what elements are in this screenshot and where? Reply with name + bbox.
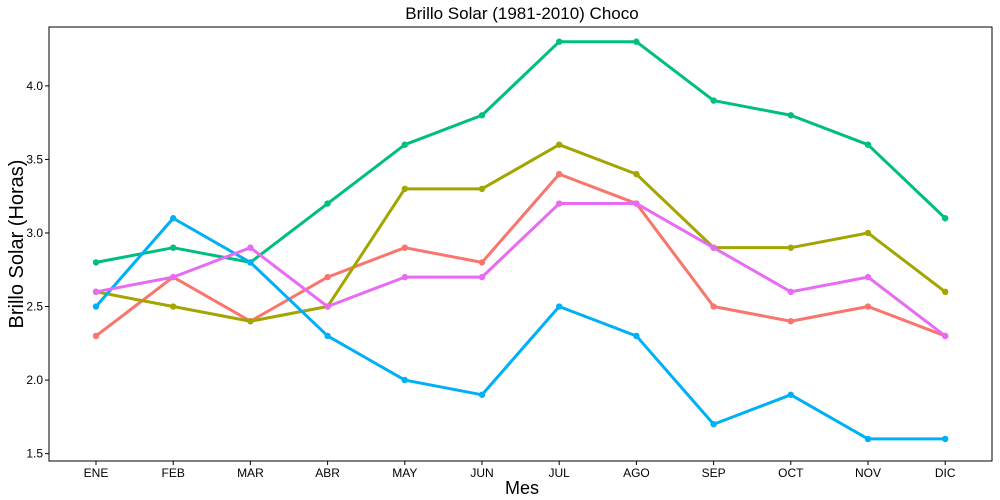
data-point <box>787 112 794 119</box>
data-point <box>556 303 563 310</box>
x-tick-label: ABR <box>315 466 340 480</box>
data-point <box>710 97 717 104</box>
data-point <box>864 229 872 237</box>
data-point <box>710 421 717 428</box>
x-axis: ENE FEB MAR ABR MAY JUN JUL AGO SEP OCT NOV DIC <box>84 461 956 480</box>
data-point <box>710 303 717 310</box>
data-point <box>170 273 177 281</box>
data-point <box>324 303 331 310</box>
data-point <box>401 244 408 251</box>
data-point <box>864 435 872 443</box>
data-point <box>942 215 949 222</box>
data-point <box>478 112 486 119</box>
data-point <box>478 185 486 193</box>
y-tick-label: 3.5 <box>26 152 43 166</box>
x-tick-label: FEB <box>162 466 185 480</box>
data-point <box>787 391 794 398</box>
y-tick-label: 2.0 <box>26 373 43 387</box>
y-tick-label: 3.0 <box>26 226 43 240</box>
series-line <box>94 143 947 323</box>
data-point <box>401 185 408 193</box>
data-point <box>478 273 486 281</box>
data-point <box>942 435 949 443</box>
data-point <box>633 332 640 340</box>
data-point <box>92 288 100 296</box>
data-point <box>401 376 408 384</box>
data-point <box>787 318 794 325</box>
x-tick-label: JUN <box>470 466 493 480</box>
x-tick-label: MAY <box>392 466 417 480</box>
y-tick-label: 4.0 <box>26 79 43 93</box>
data-point <box>556 141 563 148</box>
x-tick-label: AGO <box>623 466 650 480</box>
data-point <box>324 200 331 207</box>
x-tick-label: SEP <box>702 466 726 480</box>
x-axis-title: Mes <box>505 478 539 498</box>
series-line <box>94 216 947 441</box>
plot-panel <box>48 26 993 462</box>
data-point <box>92 332 100 340</box>
y-tick-label: 2.5 <box>26 300 43 314</box>
data-point <box>92 259 100 266</box>
series-line <box>94 172 947 338</box>
data-point <box>324 332 331 340</box>
x-tick-label: DIC <box>935 466 956 480</box>
data-point <box>170 215 177 222</box>
y-tick-label: 1.5 <box>26 447 43 461</box>
data-point <box>864 273 872 281</box>
data-point <box>170 303 177 310</box>
series-5 <box>92 200 949 340</box>
data-point <box>633 38 640 45</box>
data-point <box>942 332 949 340</box>
series-layer <box>92 38 949 443</box>
data-point <box>710 244 717 251</box>
data-point <box>633 170 640 178</box>
data-point <box>478 259 486 266</box>
data-point <box>247 259 254 266</box>
data-point <box>170 244 177 251</box>
data-point <box>556 200 563 207</box>
data-point <box>787 244 794 251</box>
data-point <box>401 141 408 148</box>
x-tick-label: ENE <box>84 466 109 480</box>
data-point <box>864 141 872 148</box>
series-3 <box>92 38 949 266</box>
chart-title: Brillo Solar (1981-2010) Choco <box>405 4 638 23</box>
data-point <box>556 170 563 178</box>
data-point <box>633 200 640 207</box>
data-point <box>787 288 794 296</box>
data-point <box>556 38 563 45</box>
series-line <box>94 40 947 264</box>
x-tick-label: JUL <box>549 466 571 480</box>
series-4 <box>92 215 949 443</box>
data-point <box>401 273 408 281</box>
data-point <box>92 303 100 310</box>
series-line <box>94 202 947 338</box>
data-point <box>478 391 486 398</box>
x-tick-label: OCT <box>778 466 804 480</box>
y-axis: 1.5 2.0 2.5 3.0 3.5 4.0 <box>26 79 49 461</box>
data-point <box>942 288 949 296</box>
data-point <box>324 273 331 281</box>
data-point <box>247 318 254 325</box>
x-tick-label: MAR <box>237 466 264 480</box>
data-point <box>247 244 254 251</box>
y-axis-title: Brillo Solar (Horas) <box>6 160 28 329</box>
x-tick-label: NOV <box>855 466 881 480</box>
data-point <box>864 303 872 310</box>
